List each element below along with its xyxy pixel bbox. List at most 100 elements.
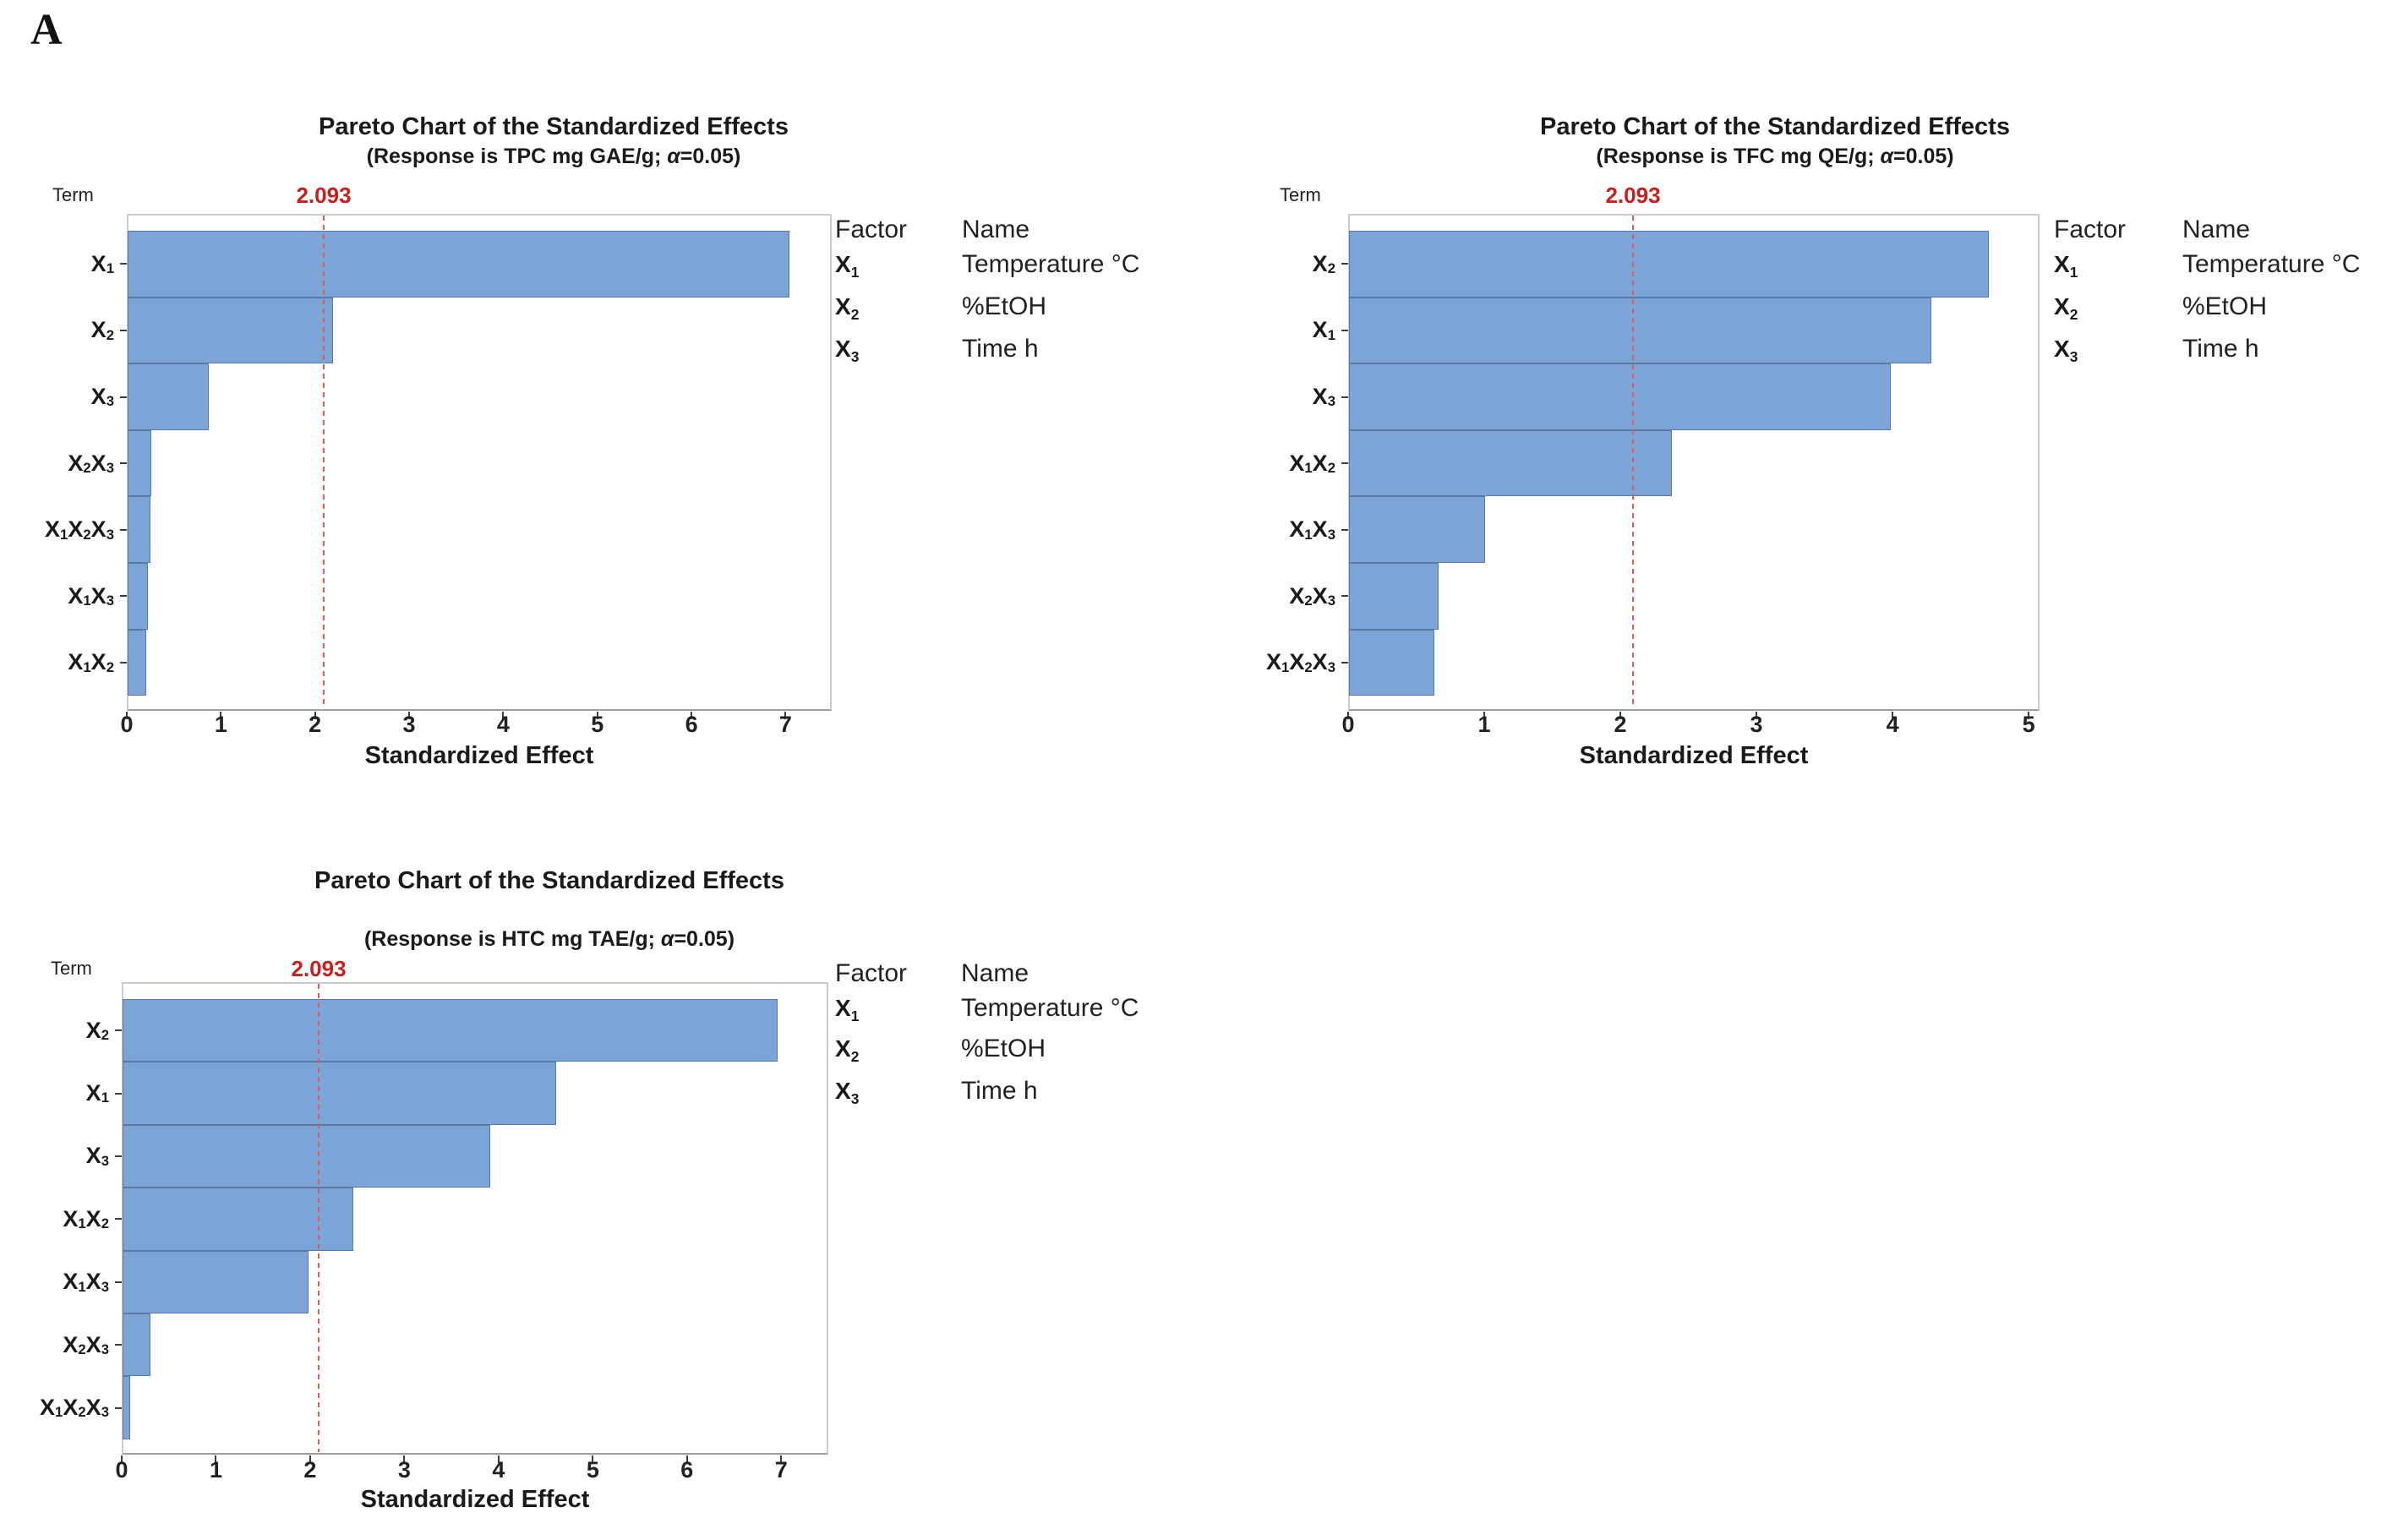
legend-name: Time h <box>2182 335 2259 363</box>
legend-name: Temperature °C <box>961 994 1139 1022</box>
legend-name-header: Name <box>2182 216 2251 243</box>
category-tick <box>1341 263 1348 265</box>
category-tick <box>120 528 127 531</box>
x-axis-tick <box>314 712 316 719</box>
legend-name: %EtOH <box>962 292 1047 320</box>
panel-label: A <box>30 6 63 54</box>
reference-value-label: 2.093 <box>1605 183 1661 208</box>
bar-X2X3 <box>128 429 151 497</box>
legend-name-header: Name <box>962 216 1030 243</box>
category-tick <box>1341 396 1348 398</box>
category-tick <box>115 1092 122 1095</box>
x-axis-tick <box>497 1455 500 1463</box>
reference-line <box>323 216 325 708</box>
bar-X1 <box>128 231 789 298</box>
legend-factor-header: Factor <box>2054 216 2127 243</box>
category-tick <box>120 462 127 465</box>
chart-title: Pareto Chart of the Standardized Effects <box>314 867 784 894</box>
x-tick-label: 5 <box>586 1457 599 1483</box>
x-axis-tick <box>1347 712 1349 719</box>
bar-X3 <box>128 363 209 430</box>
x-axis-title: Standardized Effect <box>360 1486 590 1513</box>
category-tick <box>115 1218 122 1221</box>
legend-factor-header: Factor <box>835 216 908 243</box>
bar-X1X2X3 <box>123 1376 130 1439</box>
x-tick-label: 7 <box>774 1457 788 1483</box>
x-axis-tick <box>403 1455 406 1463</box>
category-tick <box>120 396 127 398</box>
category-tick <box>120 329 127 331</box>
category-tick <box>1341 528 1348 531</box>
legend-factor-X2: X2 <box>2054 293 2078 324</box>
bar-X2 <box>128 297 333 364</box>
reference-value-label: 2.093 <box>296 183 352 208</box>
x-axis-tick <box>596 712 598 719</box>
x-tick-label: 3 <box>402 712 416 737</box>
x-tick-label: 2 <box>309 712 322 737</box>
category-tick <box>115 1344 122 1346</box>
bar-X1X2X3 <box>1349 629 1435 696</box>
x-axis-tick <box>685 1455 688 1463</box>
reference-line <box>1632 216 1635 708</box>
bar-X1X3 <box>1349 496 1486 563</box>
x-axis-tick <box>691 712 693 719</box>
category-tick <box>115 1155 122 1157</box>
category-tick <box>1341 462 1348 465</box>
legend-factor-X3: X3 <box>835 1078 860 1108</box>
bar-X1X2 <box>123 1188 354 1251</box>
category-tick <box>120 661 127 664</box>
legend-factor-X1: X1 <box>2054 251 2078 281</box>
x-axis-tick <box>784 712 787 719</box>
bar-X1X3 <box>128 563 149 630</box>
x-tick-label: 4 <box>492 1457 505 1483</box>
term-axis-label: Term <box>52 184 94 205</box>
legend-factor-X3: X3 <box>2054 336 2078 366</box>
x-tick-label: 6 <box>685 712 698 737</box>
legend-factor-X1: X1 <box>835 251 860 281</box>
bar-X1X3 <box>123 1250 309 1313</box>
legend-name: %EtOH <box>2182 292 2268 320</box>
x-axis-tick <box>215 1455 217 1463</box>
x-tick-label: 0 <box>115 1457 128 1483</box>
x-axis-tick <box>1483 712 1486 719</box>
x-axis-tick <box>2028 712 2030 719</box>
x-tick-label: 0 <box>1341 712 1355 737</box>
chart-title: Pareto Chart of the Standardized Effects <box>319 113 789 140</box>
legend-factor-X1: X1 <box>835 995 860 1025</box>
x-tick-label: 5 <box>2022 712 2035 737</box>
category-tick <box>120 263 127 265</box>
bar-X3 <box>1349 363 1891 430</box>
bar-X2 <box>123 999 778 1062</box>
category-tick <box>1341 595 1348 598</box>
x-tick-label: 1 <box>209 1457 222 1483</box>
x-axis-tick <box>780 1455 783 1463</box>
reference-line <box>318 984 320 1452</box>
legend-name: %EtOH <box>961 1035 1046 1062</box>
x-tick-label: 2 <box>303 1457 317 1483</box>
x-tick-label: 7 <box>778 712 792 737</box>
bar-X1X2X3 <box>128 496 150 563</box>
category-tick <box>1341 661 1348 664</box>
chart-subtitle: (Response is TFC mg QE/g; α=0.05) <box>1596 145 1954 168</box>
category-tick <box>115 1281 122 1283</box>
bar-X2X3 <box>123 1313 151 1377</box>
